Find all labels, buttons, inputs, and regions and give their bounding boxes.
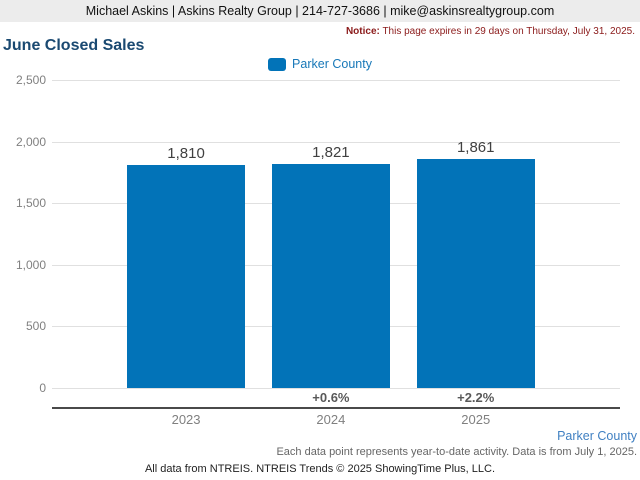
y-axis-tick-label: 2,000 xyxy=(15,134,46,149)
gridline xyxy=(52,388,620,389)
pct-change-row: +0.6% +2.2% xyxy=(52,389,620,407)
chart-legend[interactable]: Parker County xyxy=(0,56,640,72)
x-axis-category-label: 2023 xyxy=(171,412,201,427)
notice-label: Notice: xyxy=(345,26,380,37)
pct-change-label: +2.2% xyxy=(457,390,495,405)
agent-contact-info: Michael Askins | Askins Realty Group | 2… xyxy=(85,4,555,18)
bar-2023[interactable] xyxy=(126,165,246,388)
gridline xyxy=(52,141,620,143)
y-axis: 0 500 1,000 1,500 2,000 2,500 xyxy=(0,73,46,395)
x-axis-category-label: 2025 xyxy=(461,412,491,427)
x-axis-category-label: 2024 xyxy=(316,412,346,427)
expiration-notice: Notice: This page expires in 29 days on … xyxy=(346,26,635,37)
pct-change-label: +0.6% xyxy=(312,390,350,405)
page-title: June Closed Sales xyxy=(3,37,145,54)
legend-label: Parker County xyxy=(292,57,372,71)
bar-value-label: 1,821 xyxy=(312,143,350,161)
legend-swatch-icon xyxy=(268,57,287,71)
series-note: Parker County xyxy=(557,429,637,443)
y-axis-tick-label: 1,000 xyxy=(15,257,46,272)
bar-value-label: 1,861 xyxy=(456,138,495,156)
data-note: Each data point represents year-to-date … xyxy=(276,446,637,458)
bar-2025[interactable] xyxy=(416,158,535,388)
x-axis-line xyxy=(52,407,620,409)
y-axis-tick-label: 2,500 xyxy=(15,73,46,87)
y-axis-tick-label: 1,500 xyxy=(15,196,46,211)
header-bar: Michael Askins | Askins Realty Group | 2… xyxy=(0,0,640,22)
x-axis: 2023 2024 2025 xyxy=(52,412,620,428)
y-axis-tick-label: 0 xyxy=(39,381,46,395)
bar-value-label: 1,810 xyxy=(167,145,205,163)
notice-text: This page expires in 29 days on Thursday… xyxy=(379,26,635,37)
gridline xyxy=(52,80,620,81)
bar-2024[interactable] xyxy=(271,163,390,388)
y-axis-tick-label: 500 xyxy=(25,319,46,334)
plot-area: 1,810 1,821 1,861 xyxy=(52,80,620,389)
attribution: All data from NTREIS. NTREIS Trends © 20… xyxy=(144,463,496,475)
